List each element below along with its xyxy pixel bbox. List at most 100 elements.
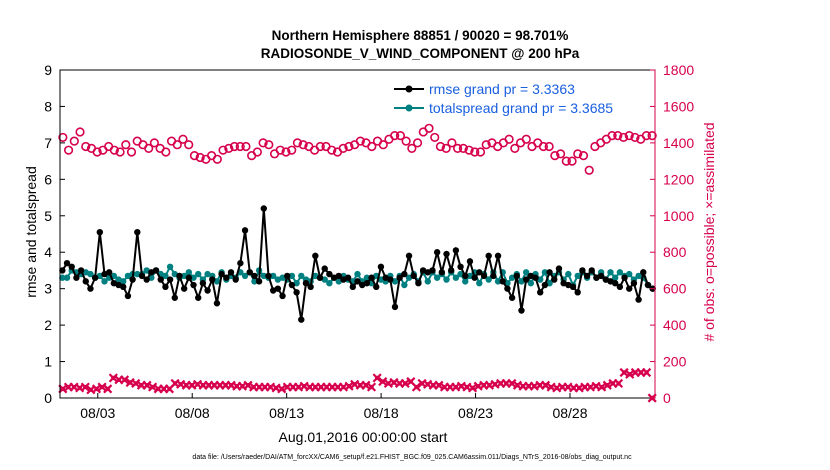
possible-point: [390, 131, 400, 141]
legend-rmse-label: rmse grand pr = 3.3363: [429, 81, 575, 97]
rmse-point: [508, 294, 516, 301]
rmse-point: [588, 267, 595, 274]
rmse-point: [288, 281, 296, 289]
rmse-point: [302, 280, 310, 287]
left-tick-label: 5: [44, 208, 52, 224]
assimilated-point-core: [459, 383, 464, 389]
assimilated-point-core: [543, 383, 548, 388]
possible-point: [618, 132, 629, 143]
rmse-point: [209, 276, 216, 283]
left-tick-label: 2: [44, 317, 52, 333]
rmse-point: [462, 272, 469, 280]
assimilated-point-core: [509, 381, 515, 386]
assimilated-point-core: [414, 384, 419, 390]
assimilated-point-core: [99, 384, 105, 390]
possible-point: [607, 131, 617, 141]
possible-point: [115, 147, 125, 157]
rmse-point: [373, 283, 380, 291]
x-tick-label: 08/28: [552, 405, 587, 421]
possible-point: [435, 141, 446, 152]
possible-point: [355, 136, 365, 146]
rmse-point: [466, 258, 474, 265]
assimilated-point-core: [560, 384, 565, 390]
rmse-point: [298, 316, 305, 323]
assimilated-point-core: [279, 386, 284, 392]
rmse-point: [190, 281, 197, 289]
assimilated-point-core: [436, 383, 442, 388]
rmse-point: [546, 269, 553, 276]
totalspread-point: [59, 274, 66, 281]
rmse-point: [377, 263, 385, 270]
assimilated-point-core: [548, 384, 554, 390]
assimilated-point-core: [223, 383, 228, 388]
rmse-point: [471, 274, 478, 281]
x-tick-label: 08/23: [458, 405, 493, 421]
rmse-point: [255, 278, 263, 285]
right-tick-label: 1600: [663, 98, 694, 114]
possible-point: [430, 132, 440, 143]
totalspread-point: [494, 278, 502, 285]
assimilated-point-core: [565, 384, 571, 390]
assimilated-point-core: [498, 381, 503, 386]
series-assimilated: [58, 367, 657, 403]
assimilated-point-core: [240, 383, 245, 389]
assimilated-point-core: [442, 384, 447, 390]
right-tick-label: 200: [663, 354, 687, 370]
possible-point: [504, 134, 514, 144]
assimilated-point-core: [369, 384, 374, 390]
rmse-point: [120, 283, 127, 291]
legend-box: [392, 76, 644, 122]
possible-point: [578, 151, 589, 161]
rmse-point: [105, 269, 113, 276]
rmse-point: [213, 300, 221, 307]
rmse-point: [152, 267, 160, 274]
rmse-point: [63, 259, 71, 267]
assimilated-point-core: [599, 384, 604, 390]
assimilated-point-core: [200, 383, 206, 388]
x-axis: 08/03 08/08 08/13 08/18 08/23 08/28: [80, 393, 588, 421]
assimilated-point-core: [217, 383, 223, 388]
possible-point: [121, 140, 131, 150]
left-tick-label: 9: [44, 62, 52, 78]
rmse-line: [61, 208, 654, 320]
possible-point: [81, 141, 91, 152]
totalspread-point: [354, 270, 361, 278]
rmse-point: [480, 272, 488, 280]
assimilated-point-core: [610, 381, 616, 386]
rmse-point: [96, 228, 104, 236]
possible-point: [178, 134, 188, 144]
rmse-point: [87, 285, 94, 292]
totalspread-point: [424, 278, 431, 285]
rmse-point: [415, 280, 422, 287]
legend-rmse-marker: [405, 85, 413, 93]
assimilated-point-core: [374, 375, 380, 381]
rmse-point: [326, 270, 333, 278]
possible-point: [573, 149, 583, 159]
assimilated-point-core: [273, 385, 279, 391]
assimilated-point-core: [290, 384, 296, 390]
left-tick-label: 8: [44, 98, 52, 114]
possible-point: [184, 140, 194, 150]
possible-point: [470, 147, 480, 157]
totalspread-point: [574, 272, 581, 280]
totalspread-point: [401, 281, 408, 289]
assimilated-point-core: [184, 383, 189, 388]
rmse-point: [443, 250, 450, 258]
assimilated-point-core: [358, 383, 363, 388]
legend: rmse grand pr = 3.3363 totalspread grand…: [392, 76, 644, 122]
rmse-point: [616, 283, 624, 291]
totalspread-point: [120, 278, 127, 285]
rmse-point: [223, 274, 230, 281]
rmse-point: [162, 283, 169, 291]
possible-point: [161, 147, 171, 157]
possible-point: [58, 132, 68, 143]
rmse-point: [166, 276, 174, 283]
rmse-point: [157, 276, 164, 283]
possible-point: [584, 165, 594, 175]
chart-title-line1: Northern Hemisphere 88851 / 90020 = 98.7…: [272, 28, 569, 43]
totalspread-point: [101, 278, 108, 285]
totalspread-point: [326, 280, 333, 287]
rmse-point: [349, 283, 357, 291]
assimilated-point-core: [83, 384, 88, 390]
possible-point: [275, 145, 285, 155]
